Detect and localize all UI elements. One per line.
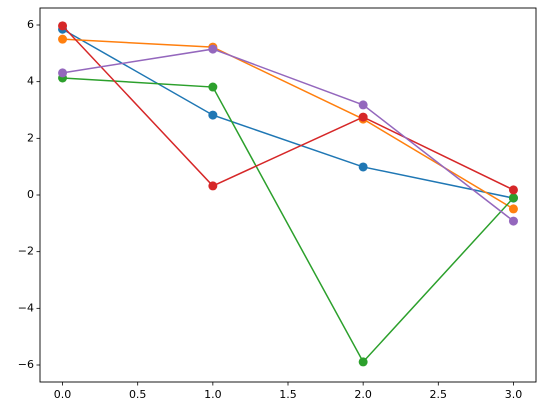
data-point: [208, 44, 218, 54]
series-line: [62, 77, 515, 364]
y-tick-label: 4: [27, 75, 34, 88]
data-point: [508, 185, 518, 195]
x-tick-label: 2.0: [354, 388, 372, 401]
x-tick-label: 1.5: [279, 388, 297, 401]
x-tick-label: 2.5: [430, 388, 448, 401]
series-line: [62, 28, 514, 199]
data-point: [58, 68, 68, 78]
data-point: [358, 162, 368, 172]
data-point: [358, 357, 368, 367]
series-line: [62, 48, 514, 222]
data-point: [58, 34, 68, 44]
series-line: [61, 25, 514, 191]
data-point: [508, 216, 518, 226]
x-tick-label: 0.5: [129, 388, 147, 401]
data-point: [208, 181, 218, 191]
y-tick-label: −2: [18, 245, 34, 258]
data-point: [358, 112, 368, 122]
y-tick-label: 2: [27, 131, 34, 144]
y-tick-label: 0: [27, 188, 34, 201]
series-line: [62, 38, 514, 210]
y-tick-label: 6: [27, 18, 34, 31]
y-tick-label: −6: [18, 358, 34, 371]
y-tick-label: −4: [18, 301, 34, 314]
data-point: [508, 204, 518, 214]
data-point: [358, 100, 368, 110]
data-point: [208, 110, 218, 120]
data-point: [508, 193, 518, 203]
x-tick-label: 1.0: [204, 388, 222, 401]
data-point: [58, 21, 68, 31]
x-tick-label: 0.0: [54, 388, 72, 401]
data-point: [208, 82, 218, 92]
x-tick-label: 3.0: [505, 388, 523, 401]
